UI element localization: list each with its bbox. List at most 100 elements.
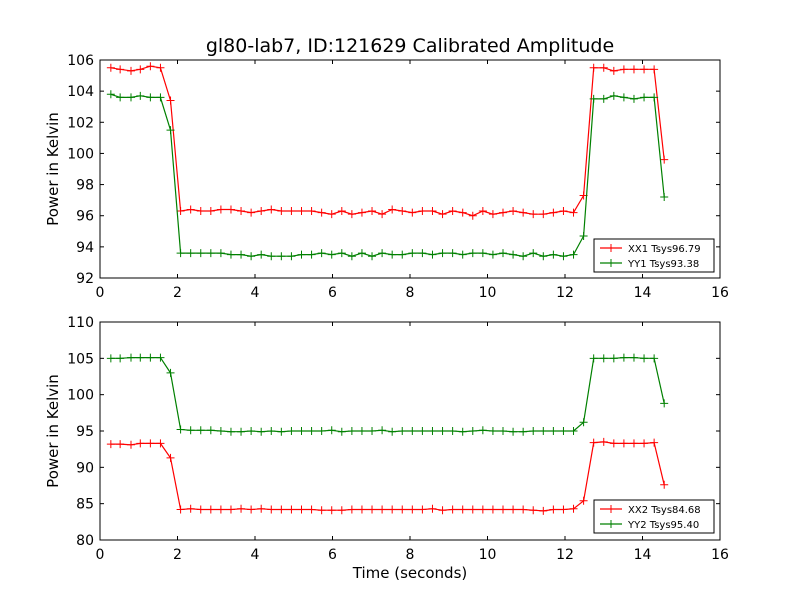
data-point-marker xyxy=(589,94,598,103)
x-tick-label: 0 xyxy=(96,547,105,563)
data-point-marker xyxy=(428,504,437,513)
data-point-marker xyxy=(337,427,346,436)
data-point-marker xyxy=(146,93,155,102)
data-point-marker xyxy=(257,427,266,436)
data-point-marker xyxy=(609,354,618,363)
data-point-marker xyxy=(196,249,205,258)
data-point-marker xyxy=(418,207,427,216)
data-point-marker xyxy=(327,426,336,435)
data-point-marker xyxy=(267,505,276,514)
data-point-marker xyxy=(458,427,467,436)
data-point-marker xyxy=(579,418,588,427)
data-point-marker xyxy=(277,505,286,514)
legend-marker xyxy=(607,259,615,267)
data-point-marker xyxy=(247,252,256,261)
data-point-marker xyxy=(317,208,326,217)
data-point-marker xyxy=(136,439,145,448)
data-point-marker xyxy=(226,427,235,436)
data-point-marker xyxy=(196,207,205,216)
data-point-marker xyxy=(418,505,427,514)
data-point-marker xyxy=(186,504,195,513)
data-point-marker xyxy=(468,211,477,220)
series-yy2 xyxy=(106,353,669,436)
data-point-marker xyxy=(287,252,296,261)
data-point-marker xyxy=(216,249,225,258)
y-tick-label: 96 xyxy=(76,209,94,225)
data-point-marker xyxy=(660,155,669,164)
data-point-marker xyxy=(418,427,427,435)
data-point-marker xyxy=(357,208,366,217)
data-point-marker xyxy=(368,207,377,216)
data-point-marker xyxy=(327,210,336,219)
x-tick-label: 4 xyxy=(251,547,260,563)
y-tick-label: 110 xyxy=(67,315,94,331)
data-point-marker xyxy=(609,91,618,100)
data-point-marker xyxy=(509,250,518,259)
data-point-marker xyxy=(640,93,649,102)
data-point-marker xyxy=(267,252,276,261)
data-point-marker xyxy=(116,440,125,449)
data-point-marker xyxy=(448,249,457,258)
data-point-marker xyxy=(237,504,246,513)
data-point-marker xyxy=(257,207,266,216)
y-tick-label: 100 xyxy=(67,388,94,404)
data-point-marker xyxy=(368,427,377,435)
data-point-marker xyxy=(458,250,467,259)
data-point-marker xyxy=(559,252,568,261)
data-point-marker xyxy=(347,210,356,219)
data-point-marker xyxy=(589,354,598,363)
data-point-marker xyxy=(388,205,397,214)
data-point-marker xyxy=(166,453,175,462)
data-point-marker xyxy=(206,426,215,435)
data-point-marker xyxy=(579,496,588,505)
data-point-marker xyxy=(247,505,256,514)
data-point-marker xyxy=(297,250,306,259)
y-tick-label: 80 xyxy=(76,533,94,549)
data-point-marker xyxy=(438,506,447,515)
data-point-marker xyxy=(478,207,487,216)
x-tick-label: 12 xyxy=(556,547,574,563)
data-point-marker xyxy=(347,252,356,261)
data-point-marker xyxy=(237,250,246,259)
data-point-marker xyxy=(116,354,125,363)
data-point-marker xyxy=(388,505,397,514)
data-point-marker xyxy=(418,249,427,258)
data-point-marker xyxy=(226,205,235,214)
data-point-marker xyxy=(237,427,246,436)
data-point-marker xyxy=(317,249,326,258)
data-point-marker xyxy=(428,250,437,259)
x-tick-label: 6 xyxy=(328,285,337,301)
data-point-marker xyxy=(569,427,578,435)
data-point-marker xyxy=(549,208,558,217)
y-tick-label: 85 xyxy=(76,497,94,513)
data-point-marker xyxy=(186,249,195,258)
data-point-marker xyxy=(156,93,165,102)
x-tick-label: 2 xyxy=(173,285,182,301)
data-point-marker xyxy=(357,427,366,435)
data-point-marker xyxy=(569,208,578,217)
data-point-marker xyxy=(629,439,638,448)
data-point-marker xyxy=(660,193,669,202)
data-point-marker xyxy=(488,427,497,435)
data-point-marker xyxy=(619,439,628,448)
data-point-marker xyxy=(408,505,417,514)
y-axis-label: Power in Kelvin xyxy=(44,112,62,226)
data-point-marker xyxy=(519,505,528,514)
top-panel: 0 2 4 6 8 10 12 14 16 92 94 96 98 100 102 104 106 Power i… xyxy=(44,53,729,301)
data-point-marker xyxy=(629,94,638,103)
y-tick-label: 100 xyxy=(67,146,94,162)
data-point-marker xyxy=(468,505,477,514)
data-point-marker xyxy=(650,65,659,74)
data-point-marker xyxy=(206,207,215,216)
data-point-marker xyxy=(529,506,538,515)
data-point-marker xyxy=(247,427,256,435)
data-point-marker xyxy=(317,427,326,435)
data-point-marker xyxy=(146,62,155,71)
data-point-marker xyxy=(619,353,628,362)
data-point-marker xyxy=(428,427,437,435)
data-point-marker xyxy=(106,440,115,449)
data-point-marker xyxy=(186,205,195,214)
data-point-marker xyxy=(599,63,608,72)
x-tick-label: 10 xyxy=(479,285,497,301)
data-point-marker xyxy=(589,438,598,447)
